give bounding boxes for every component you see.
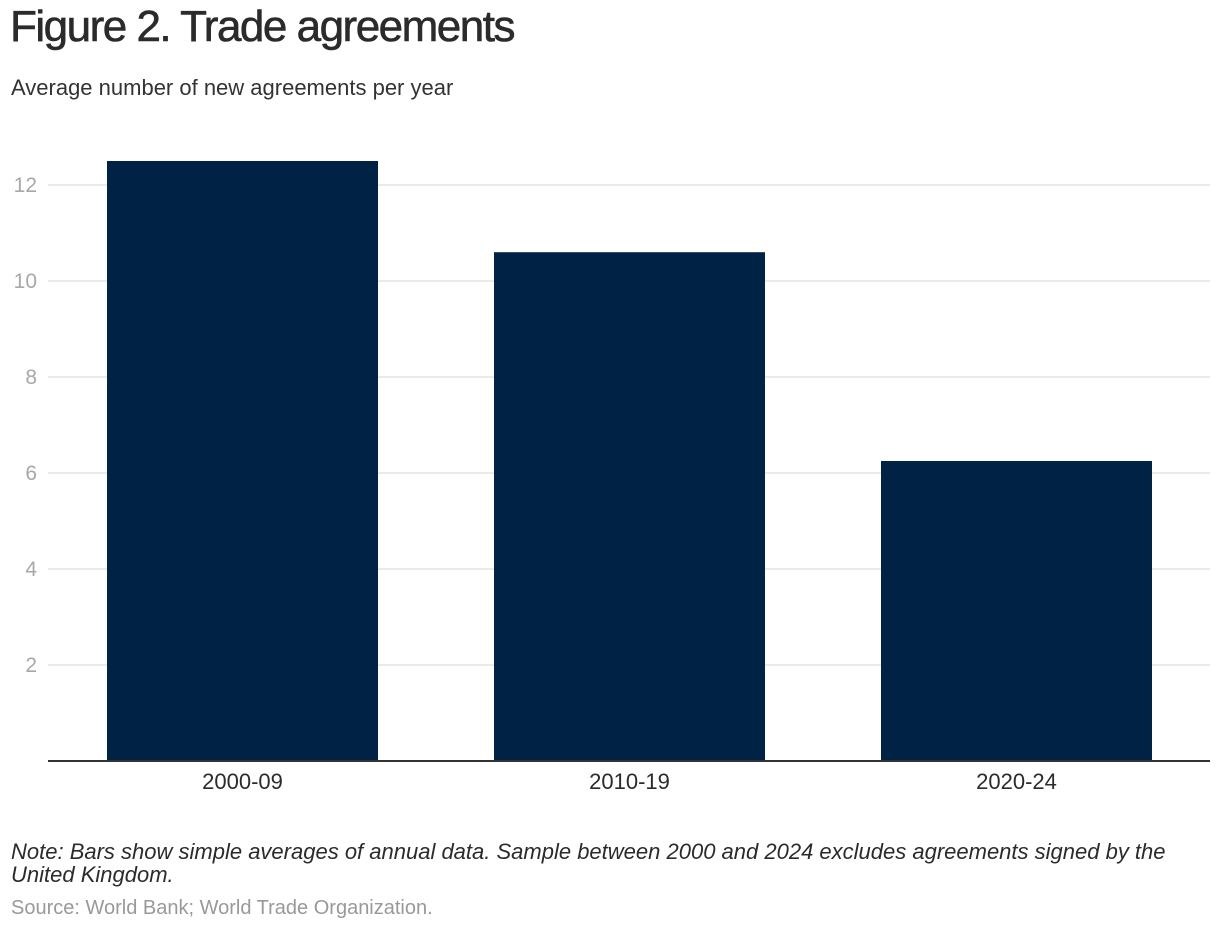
chart-title: Figure 2. Trade agreements [10, 2, 516, 52]
x-tick-label: 2000-09 [202, 769, 283, 794]
x-tick-label: 2010-19 [589, 769, 670, 794]
y-tick-label: 4 [25, 558, 37, 581]
y-tick-label: 6 [25, 462, 37, 485]
bars [107, 161, 1152, 761]
bar-2020-24 [881, 461, 1152, 761]
y-tick-label: 8 [25, 366, 37, 389]
x-tick-labels: 2000-09 2010-19 2020-24 [202, 769, 1057, 794]
y-tick-label: 12 [14, 174, 37, 197]
bar-2010-19 [494, 252, 765, 761]
chart-note: Note: Bars show simple averages of annua… [11, 839, 1166, 887]
x-tick-label: 2020-24 [976, 769, 1057, 794]
bar-2000-09 [107, 161, 378, 761]
y-tick-label: 10 [14, 270, 37, 293]
y-tick-label: 2 [25, 654, 37, 677]
bar-chart: 2 4 6 8 10 12 2000-09 2010-19 2020-24 [14, 161, 1210, 794]
chart-subtitle: Average number of new agreements per yea… [11, 75, 454, 100]
chart-source: Source: World Bank; World Trade Organiza… [11, 897, 433, 919]
y-tick-labels: 2 4 6 8 10 12 [14, 174, 38, 677]
